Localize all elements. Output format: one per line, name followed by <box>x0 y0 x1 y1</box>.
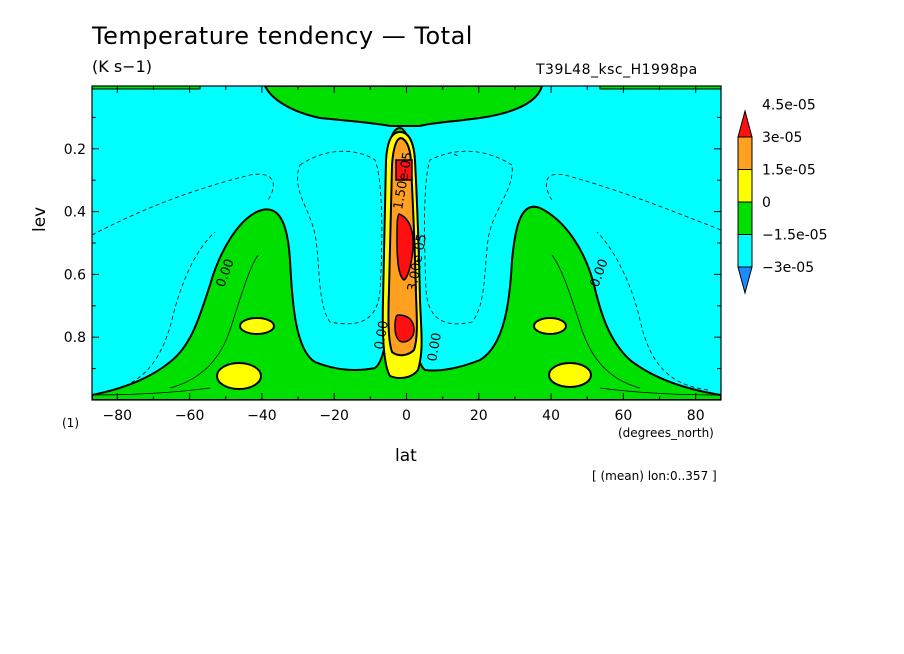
x-tick-label: −60 <box>175 408 205 424</box>
x-tick-label: 40 <box>542 408 560 424</box>
y-tick-label: 0.4 <box>64 205 86 221</box>
x-tick-label: −20 <box>319 408 349 424</box>
x-tick-label: 0 <box>402 408 411 424</box>
y-tick-label: 0.8 <box>64 330 86 346</box>
x-tick-label: −40 <box>247 408 277 424</box>
colorbar-label: −3e-05 <box>762 260 814 276</box>
colorbar-label: 1.5e-05 <box>762 163 816 179</box>
colorbar-swatch <box>737 234 753 268</box>
run-name: T39L48_ksc_H1998pa <box>536 62 698 78</box>
negative-contours <box>92 150 721 393</box>
x-axis-label: lat <box>395 446 417 466</box>
field-blob-nh-lower <box>548 362 592 388</box>
colorbar-label: 3e-05 <box>762 130 802 146</box>
field-core-1 <box>395 159 413 181</box>
field-blob-sh-lower <box>216 362 262 390</box>
y-axis-unit: (1) <box>62 416 79 430</box>
contour-field <box>92 86 721 400</box>
mean-note: [ (mean) lon:0..357 ] <box>592 469 717 483</box>
colorbar-label: −1.5e-05 <box>762 228 827 244</box>
x-axis: −80 −60 −40 −20 0 20 40 60 80 <box>103 86 705 424</box>
x-tick-label: 80 <box>687 408 705 424</box>
colorbar-swatch <box>737 169 753 203</box>
y-tick-label: 0.6 <box>64 267 86 283</box>
x-axis-unit: (degrees_north) <box>618 426 714 440</box>
contour-label: 0.00 <box>372 320 392 351</box>
units-label: (K s−1) <box>92 57 152 76</box>
y-axis: 0.2 0.4 0.6 0.8 <box>64 116 721 370</box>
colorbar-swatch <box>737 109 753 138</box>
field-blob-sh-upper <box>239 317 275 335</box>
positive-contours <box>92 254 721 396</box>
x-tick-label: −80 <box>103 408 133 424</box>
colorbar-swatch <box>737 136 753 170</box>
field-core-2 <box>396 213 414 281</box>
field-core-3 <box>394 314 415 343</box>
x-tick-label: 20 <box>470 408 488 424</box>
colorbar-swatch <box>737 201 753 235</box>
colorbar-swatch <box>737 266 753 295</box>
chart-title: Temperature tendency — Total <box>92 22 473 50</box>
y-tick-label: 0.2 <box>64 142 86 158</box>
colorbar-label: 4.5e-05 <box>762 98 816 114</box>
field-blob-nh-upper <box>533 317 567 335</box>
colorbar: −3e-05 −1.5e-05 0 1.5e-05 3e-05 4.5e-05 <box>737 98 827 295</box>
x-tick-label: 60 <box>614 408 632 424</box>
colorbar-label: 0 <box>762 195 771 211</box>
field-positive-top <box>263 86 544 127</box>
contour-label: 0.00 <box>425 332 445 363</box>
